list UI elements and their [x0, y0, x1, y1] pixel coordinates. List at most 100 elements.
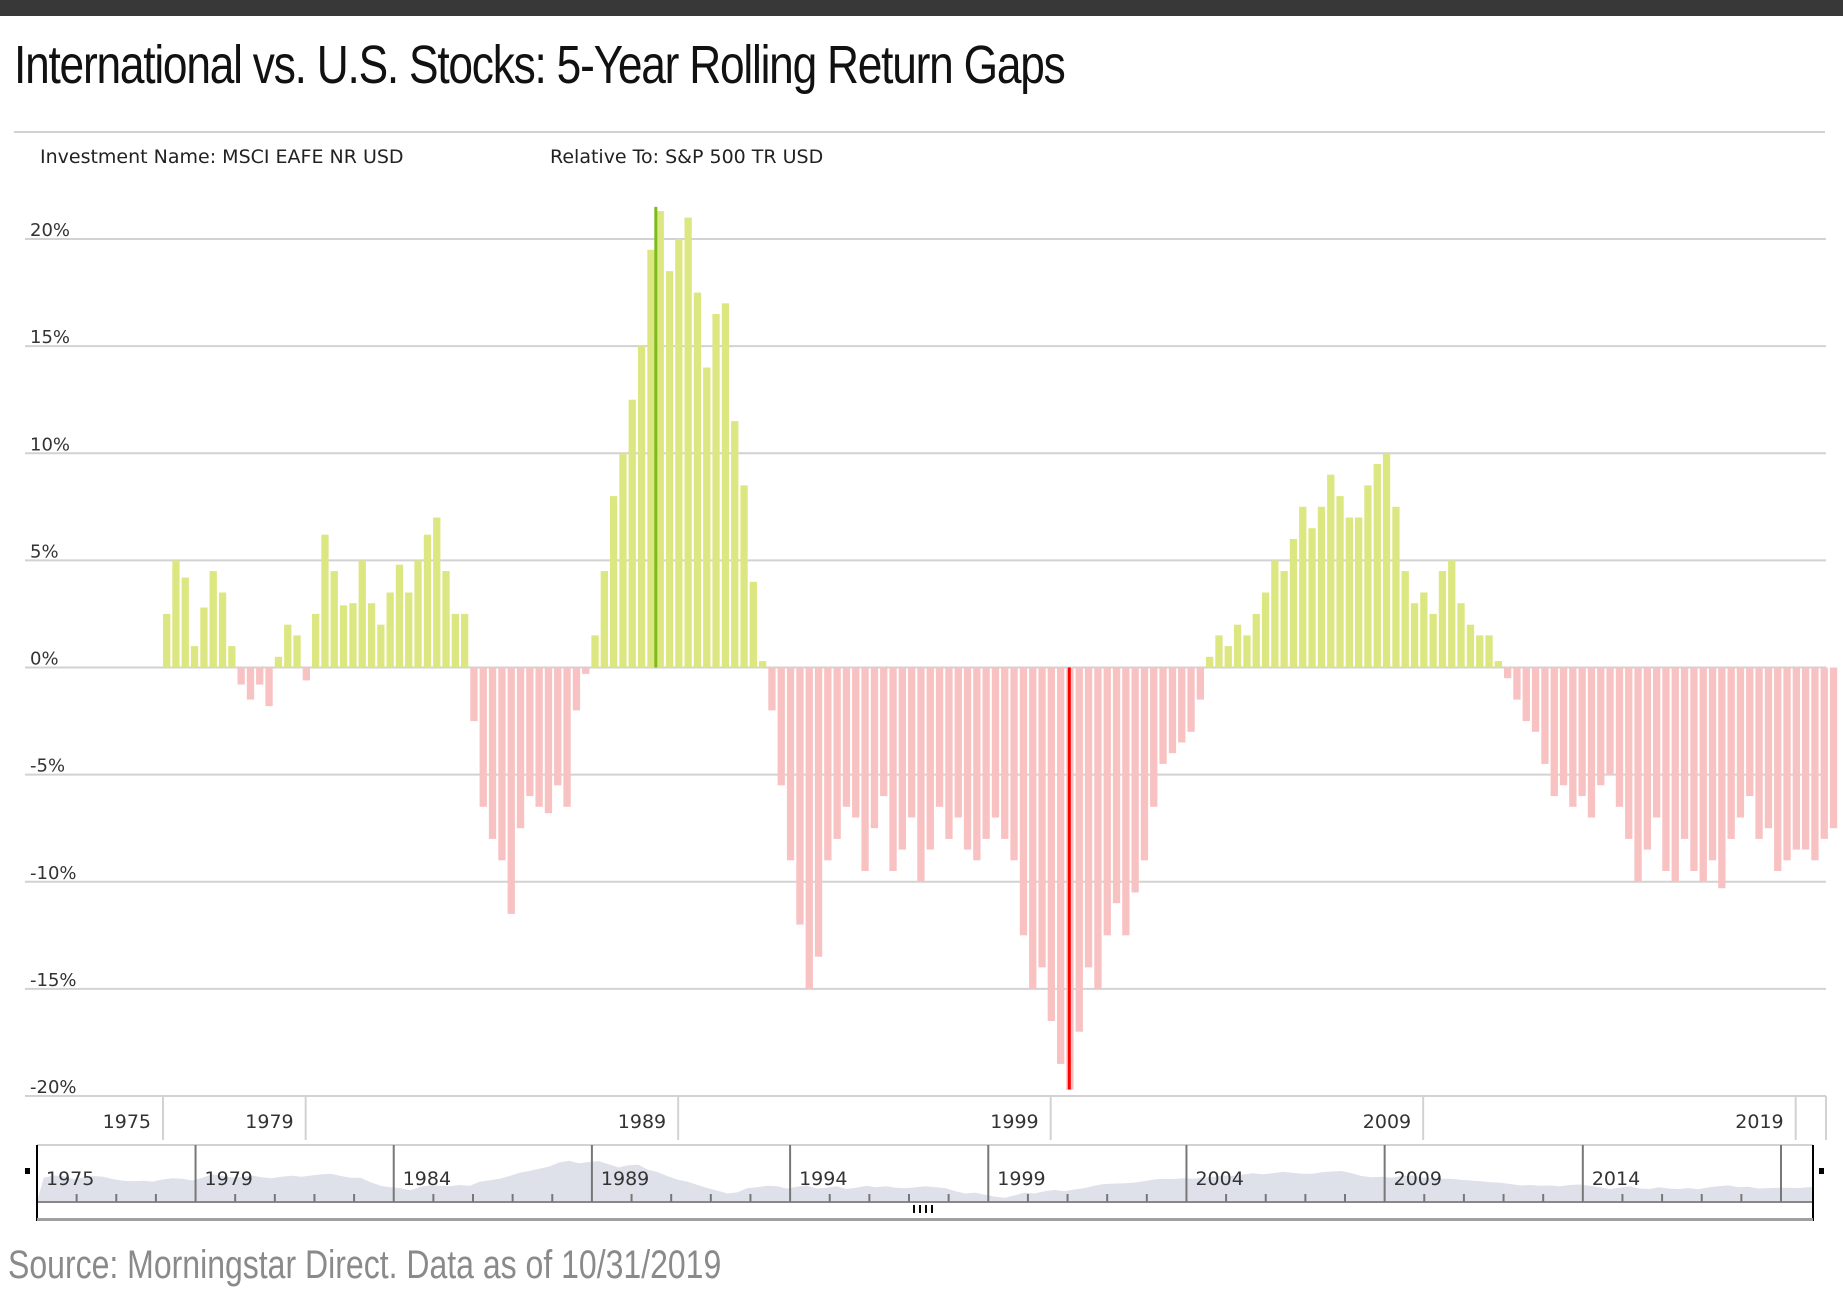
bar-negative[interactable]: [1783, 667, 1791, 861]
bar-positive[interactable]: [1243, 635, 1251, 668]
bar-negative[interactable]: [526, 667, 534, 797]
bar-negative[interactable]: [786, 667, 795, 861]
bar-positive[interactable]: [1401, 571, 1409, 668]
bar-positive[interactable]: [451, 613, 459, 668]
bar-negative[interactable]: [768, 667, 776, 711]
bar-negative[interactable]: [554, 667, 562, 786]
bar-negative[interactable]: [1690, 667, 1698, 872]
bar-positive[interactable]: [358, 560, 366, 668]
bar-positive[interactable]: [1382, 453, 1391, 668]
bar-negative[interactable]: [1038, 667, 1046, 968]
bar-positive[interactable]: [684, 217, 692, 668]
bar-negative[interactable]: [898, 667, 906, 850]
bar-negative[interactable]: [302, 667, 310, 681]
bar-negative[interactable]: [1578, 667, 1586, 797]
bar-negative[interactable]: [870, 667, 879, 829]
bar-negative[interactable]: [498, 667, 506, 861]
bar-negative[interactable]: [1718, 667, 1726, 889]
bar-positive[interactable]: [656, 211, 664, 668]
bar-negative[interactable]: [805, 667, 813, 989]
bar-negative[interactable]: [1662, 667, 1670, 872]
bar-negative[interactable]: [1504, 667, 1512, 679]
bar-negative[interactable]: [824, 667, 832, 861]
bar-negative[interactable]: [1140, 667, 1149, 861]
bar-negative[interactable]: [833, 667, 841, 839]
bar-negative[interactable]: [563, 667, 571, 807]
bar-positive[interactable]: [172, 560, 180, 668]
bar-negative[interactable]: [1625, 667, 1633, 839]
bar-min-highlight[interactable]: [1067, 667, 1071, 1090]
bar-positive[interactable]: [693, 292, 702, 668]
bar-positive[interactable]: [1494, 661, 1502, 668]
bar-negative[interactable]: [973, 667, 981, 861]
bar-positive[interactable]: [1336, 496, 1344, 668]
bar-negative[interactable]: [256, 667, 264, 685]
bar-negative[interactable]: [1168, 667, 1177, 754]
bar-negative[interactable]: [1131, 667, 1139, 893]
bar-negative[interactable]: [1597, 667, 1605, 786]
bar-negative[interactable]: [945, 667, 953, 839]
bar-positive[interactable]: [1429, 613, 1437, 668]
bar-positive[interactable]: [163, 613, 171, 668]
bar-negative[interactable]: [1634, 667, 1642, 882]
bar-negative[interactable]: [1019, 667, 1028, 936]
bar-negative[interactable]: [1122, 667, 1130, 936]
bar-negative[interactable]: [1112, 667, 1121, 904]
bar-negative[interactable]: [479, 667, 487, 807]
bar-negative[interactable]: [1001, 667, 1009, 839]
bar-positive[interactable]: [619, 453, 627, 668]
bar-positive[interactable]: [1308, 528, 1316, 668]
bar-negative[interactable]: [1653, 667, 1661, 818]
bar-positive[interactable]: [1355, 517, 1363, 668]
bar-negative[interactable]: [1736, 667, 1745, 818]
bar-positive[interactable]: [200, 607, 208, 668]
bar-negative[interactable]: [1569, 667, 1577, 807]
bar-negative[interactable]: [1159, 667, 1167, 764]
scrollbar-grip-icon[interactable]: [913, 1205, 915, 1213]
bar-positive[interactable]: [293, 635, 301, 668]
bar-negative[interactable]: [982, 667, 990, 839]
bar-negative[interactable]: [1829, 667, 1838, 829]
bar-negative[interactable]: [1802, 667, 1810, 850]
bar-negative[interactable]: [796, 667, 804, 925]
bar-negative[interactable]: [880, 667, 888, 797]
bar-negative[interactable]: [908, 667, 916, 818]
bar-positive[interactable]: [377, 624, 385, 668]
bar-negative[interactable]: [1764, 667, 1773, 829]
bar-positive[interactable]: [1373, 464, 1381, 668]
bar-positive[interactable]: [1289, 539, 1298, 668]
bar-negative[interactable]: [237, 667, 245, 685]
bar-negative[interactable]: [842, 667, 851, 807]
bar-negative[interactable]: [1187, 667, 1195, 732]
bar-negative[interactable]: [926, 667, 934, 850]
bar-negative[interactable]: [1708, 667, 1717, 861]
bar-negative[interactable]: [777, 667, 785, 786]
bar-positive[interactable]: [1345, 517, 1353, 668]
bar-positive[interactable]: [330, 571, 338, 668]
bar-negative[interactable]: [1150, 667, 1158, 807]
bar-negative[interactable]: [1075, 667, 1083, 1032]
bar-negative[interactable]: [1029, 667, 1037, 989]
bar-positive[interactable]: [749, 581, 757, 668]
bar-negative[interactable]: [917, 667, 925, 882]
bar-negative[interactable]: [507, 667, 515, 914]
bar-positive[interactable]: [395, 564, 404, 668]
bar-positive[interactable]: [349, 603, 357, 668]
bar-negative[interactable]: [1811, 667, 1819, 861]
bar-negative[interactable]: [1774, 667, 1782, 872]
bar-negative[interactable]: [488, 667, 497, 839]
bar-negative[interactable]: [1587, 667, 1596, 818]
bar-negative[interactable]: [1057, 667, 1065, 1064]
bar-positive[interactable]: [1299, 506, 1307, 668]
bar-positive[interactable]: [1317, 506, 1326, 668]
bar-negative[interactable]: [1699, 667, 1707, 882]
bar-positive[interactable]: [1420, 592, 1428, 668]
bar-negative[interactable]: [265, 667, 273, 707]
bar-negative[interactable]: [1010, 667, 1018, 861]
bar-positive[interactable]: [628, 399, 636, 668]
bar-positive[interactable]: [339, 605, 348, 668]
bar-negative[interactable]: [582, 667, 590, 674]
bar-negative[interactable]: [889, 667, 897, 872]
bar-negative[interactable]: [1606, 667, 1614, 775]
bar-positive[interactable]: [386, 592, 394, 668]
